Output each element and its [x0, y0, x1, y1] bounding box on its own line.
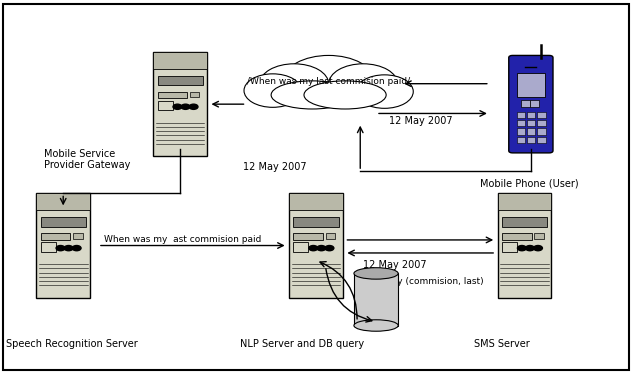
FancyBboxPatch shape [293, 243, 308, 252]
FancyBboxPatch shape [40, 217, 86, 227]
Circle shape [525, 246, 534, 251]
FancyBboxPatch shape [517, 137, 525, 143]
FancyBboxPatch shape [534, 233, 544, 239]
Text: When was my  ast commision paid: When was my ast commision paid [104, 235, 262, 244]
Ellipse shape [354, 320, 398, 331]
Text: 12 May 2007: 12 May 2007 [243, 162, 307, 172]
FancyBboxPatch shape [517, 128, 525, 135]
Ellipse shape [329, 64, 398, 104]
FancyBboxPatch shape [497, 193, 551, 298]
Text: 12 May 2007: 12 May 2007 [389, 116, 453, 126]
Text: SMS Server: SMS Server [474, 339, 530, 349]
Circle shape [309, 246, 318, 251]
Ellipse shape [244, 74, 301, 107]
Circle shape [56, 246, 65, 251]
FancyBboxPatch shape [502, 217, 547, 227]
FancyBboxPatch shape [40, 233, 70, 240]
FancyBboxPatch shape [497, 193, 551, 210]
FancyBboxPatch shape [517, 112, 525, 118]
FancyBboxPatch shape [40, 243, 56, 252]
Ellipse shape [354, 268, 398, 279]
Ellipse shape [260, 64, 329, 104]
FancyBboxPatch shape [537, 112, 545, 118]
Text: /When was my last commision paid/: /When was my last commision paid/ [247, 77, 410, 86]
Circle shape [181, 104, 190, 109]
FancyBboxPatch shape [502, 233, 532, 240]
Text: Speech Recognition Server: Speech Recognition Server [6, 339, 138, 349]
FancyBboxPatch shape [517, 73, 545, 97]
Circle shape [64, 246, 73, 251]
Circle shape [189, 104, 198, 109]
FancyBboxPatch shape [527, 112, 535, 118]
Circle shape [72, 246, 81, 251]
FancyBboxPatch shape [153, 52, 207, 156]
FancyBboxPatch shape [527, 137, 535, 143]
FancyBboxPatch shape [73, 233, 83, 239]
FancyBboxPatch shape [517, 120, 525, 126]
FancyBboxPatch shape [527, 128, 535, 135]
Text: 12 May 2007: 12 May 2007 [363, 260, 427, 270]
FancyBboxPatch shape [530, 100, 539, 107]
Ellipse shape [283, 55, 374, 106]
Ellipse shape [271, 81, 353, 109]
Circle shape [533, 246, 542, 251]
FancyBboxPatch shape [293, 233, 323, 240]
FancyBboxPatch shape [153, 52, 207, 69]
FancyBboxPatch shape [157, 92, 187, 99]
Text: pay (commision, last): pay (commision, last) [386, 277, 483, 286]
FancyBboxPatch shape [527, 120, 535, 126]
FancyBboxPatch shape [502, 243, 517, 252]
FancyBboxPatch shape [293, 217, 339, 227]
Circle shape [325, 246, 334, 251]
FancyBboxPatch shape [157, 76, 203, 86]
Circle shape [173, 104, 182, 109]
Bar [354, 273, 398, 326]
Ellipse shape [304, 81, 386, 109]
Text: NLP Server and DB query: NLP Server and DB query [240, 339, 364, 349]
FancyBboxPatch shape [537, 137, 545, 143]
FancyBboxPatch shape [36, 193, 90, 298]
Circle shape [317, 246, 325, 251]
Circle shape [518, 246, 526, 251]
FancyBboxPatch shape [521, 100, 530, 107]
FancyBboxPatch shape [537, 128, 545, 135]
FancyBboxPatch shape [509, 55, 553, 153]
FancyBboxPatch shape [36, 193, 90, 210]
Text: Mobile Phone (User): Mobile Phone (User) [480, 179, 579, 189]
FancyBboxPatch shape [190, 92, 200, 97]
FancyBboxPatch shape [289, 193, 343, 210]
Text: Mobile Service
Provider Gateway: Mobile Service Provider Gateway [44, 149, 131, 170]
FancyBboxPatch shape [325, 233, 336, 239]
FancyBboxPatch shape [289, 193, 343, 298]
FancyBboxPatch shape [537, 120, 545, 126]
Ellipse shape [356, 75, 413, 108]
FancyBboxPatch shape [157, 101, 173, 110]
